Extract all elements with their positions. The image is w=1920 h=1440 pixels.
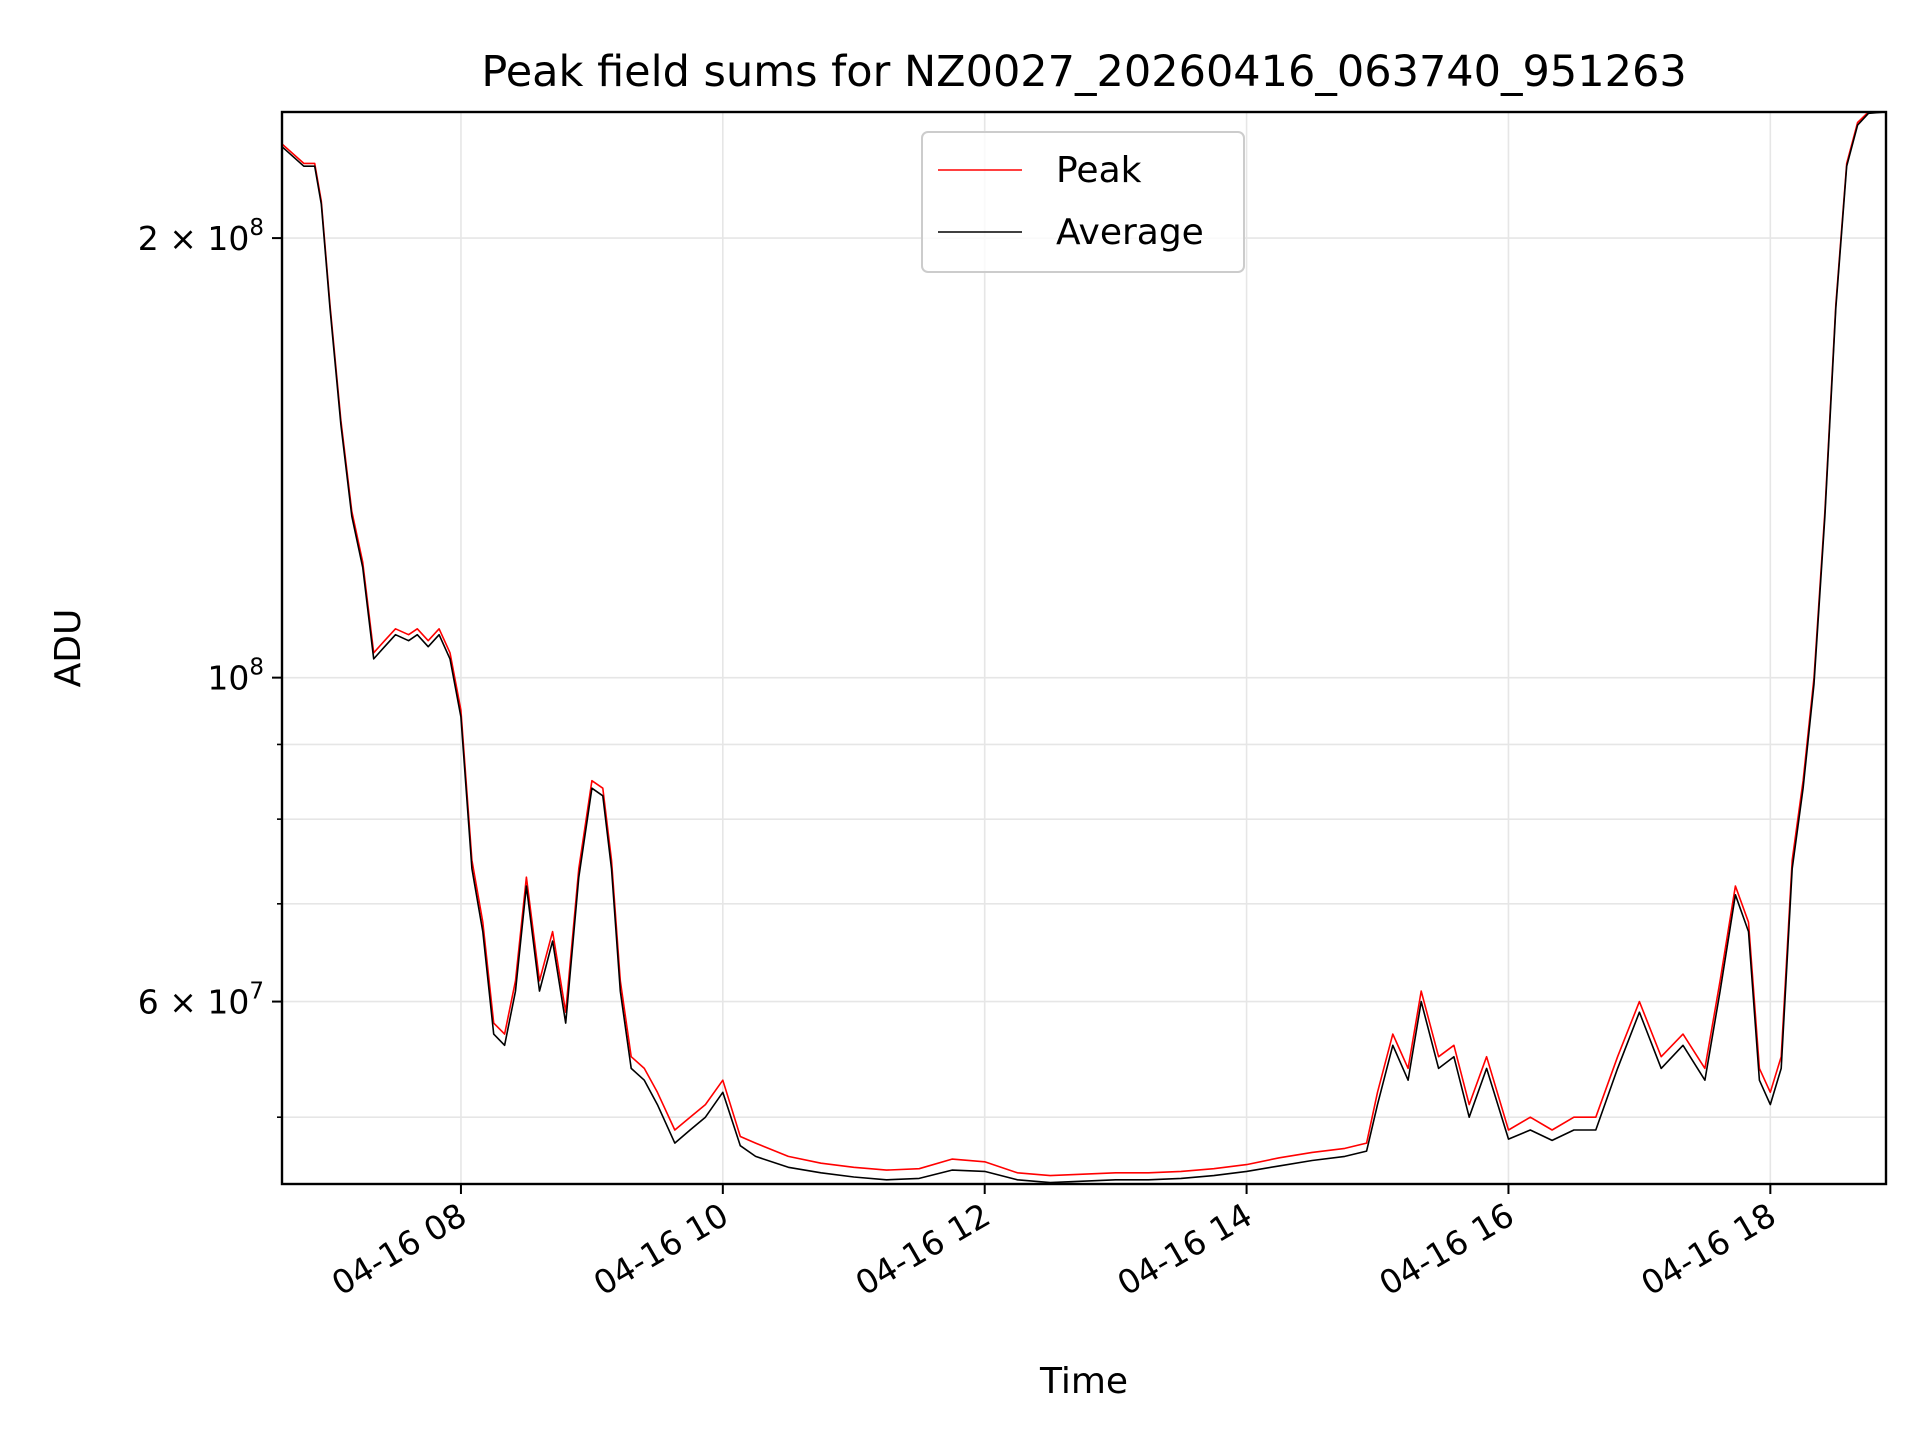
y-tick-label: 108	[207, 655, 264, 698]
y-tick-label-mantissa: 6 × 10	[138, 983, 250, 1022]
y-tick-label-exponent: 8	[249, 215, 264, 241]
legend-label-average: Average	[1056, 212, 1204, 253]
y-tick-label-exponent: 7	[249, 979, 264, 1005]
legend-box	[921, 131, 1245, 273]
y-tick-label-exponent: 8	[249, 655, 264, 681]
y-tick-label: 2 × 108	[138, 215, 264, 258]
series-line-average	[281, 111, 1887, 1184]
y-tick-label-mantissa: 2 × 10	[138, 219, 250, 258]
grid-layer	[282, 112, 1886, 1184]
legend: Peak Average	[921, 131, 1245, 273]
series-layer	[281, 111, 1887, 1184]
x-axis-title: Time	[1039, 1361, 1128, 1402]
y-tick-label-mantissa: 10	[207, 659, 249, 698]
plot-frame	[280, 110, 1888, 1186]
chart-title: Peak field sums for NZ0027_20260416_0637…	[481, 47, 1686, 97]
legend-label-peak: Peak	[1056, 150, 1142, 191]
series-line-peak	[281, 111, 1886, 1177]
y-tick-label: 6 × 107	[138, 979, 264, 1022]
y-axis-title: ADU	[48, 609, 89, 688]
